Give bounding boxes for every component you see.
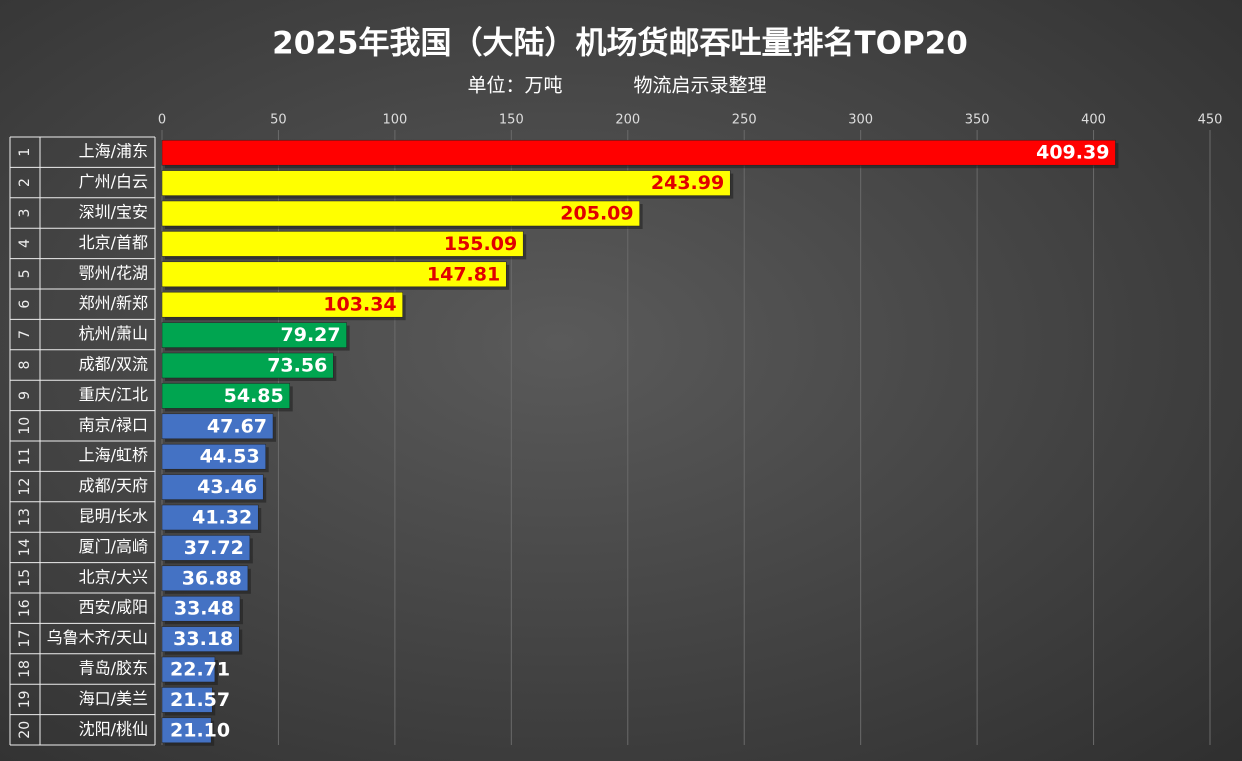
rank-label: 16: [17, 599, 33, 617]
x-tick-label: 250: [732, 113, 757, 128]
value-label: 21.57: [170, 689, 230, 711]
bar: [161, 231, 524, 257]
bar: [161, 504, 259, 531]
value-label: 36.88: [182, 567, 242, 589]
value-label: 205.09: [560, 203, 633, 225]
rank-label: 2: [17, 178, 33, 187]
value-label: 21.10: [170, 719, 230, 741]
x-tick-label: 300: [848, 113, 873, 128]
bar: [161, 261, 507, 288]
bar: [161, 139, 1116, 166]
subtitle: 单位：万吨: [467, 75, 562, 97]
rank-label: 12: [17, 478, 33, 496]
bar: [161, 291, 403, 318]
value-label: 54.85: [224, 385, 284, 407]
bar: [161, 413, 274, 440]
value-label: 37.72: [184, 537, 244, 559]
category-label: 南京/禄口: [79, 415, 148, 434]
value-label: 22.71: [170, 659, 230, 681]
rank-label: 3: [17, 209, 33, 218]
value-label: 79.27: [281, 324, 341, 346]
bar: [161, 687, 213, 713]
category-label: 郑州/新郑: [79, 294, 148, 313]
rank-label: 14: [17, 538, 33, 556]
value-label: 33.18: [173, 628, 233, 650]
value-label: 103.34: [323, 294, 396, 316]
rank-label: 17: [17, 630, 33, 648]
rank-label: 20: [17, 721, 33, 739]
rank-label: 8: [17, 361, 33, 370]
value-label: 47.67: [207, 415, 267, 437]
chart-title: 2025年我国（大陆）机场货邮吞吐量排名TOP20: [272, 26, 968, 62]
value-label: 155.09: [444, 233, 517, 255]
bar: [161, 626, 240, 652]
category-label: 成都/天府: [79, 476, 148, 495]
rank-label: 19: [17, 690, 33, 708]
rank-label: 18: [17, 660, 33, 678]
x-tick-label: 150: [499, 113, 524, 128]
bar: [161, 170, 731, 196]
category-label: 成都/双流: [79, 355, 148, 374]
bar: [161, 383, 290, 409]
value-label: 33.48: [174, 598, 234, 620]
bar: [161, 322, 347, 348]
value-label: 43.46: [197, 476, 257, 498]
value-label: 243.99: [651, 172, 724, 194]
category-label: 上海/虹桥: [79, 446, 148, 465]
category-label: 西安/咸阳: [79, 598, 148, 617]
rank-label: 9: [17, 391, 33, 400]
category-label: 北京/大兴: [79, 567, 148, 586]
category-label: 鄂州/花湖: [79, 263, 148, 282]
bar: [161, 535, 251, 561]
rank-label: 11: [17, 447, 33, 465]
rank-label: 4: [17, 239, 33, 248]
bar: [161, 656, 216, 683]
bar: [161, 352, 334, 379]
value-label: 44.53: [200, 446, 260, 468]
bar: [161, 717, 212, 744]
category-label: 青岛/胶东: [79, 659, 148, 678]
bar: [161, 595, 241, 622]
category-label: 昆明/长水: [79, 507, 148, 526]
source: 物流启示录整理: [633, 75, 766, 97]
category-label: 杭州/萧山: [79, 324, 148, 343]
bar: [161, 200, 640, 227]
category-label: 深圳/宝安: [79, 203, 148, 222]
x-tick-label: 350: [965, 113, 990, 128]
rank-label: 10: [17, 417, 33, 435]
bar: [161, 443, 266, 470]
rank-label: 5: [17, 269, 33, 278]
x-tick-label: 400: [1081, 113, 1106, 128]
value-label: 409.39: [1036, 142, 1109, 164]
rank-label: 7: [17, 330, 33, 339]
category-label: 上海/浦东: [79, 142, 148, 161]
x-tick-label: 450: [1198, 113, 1223, 128]
category-label: 广州/白云: [79, 172, 148, 191]
value-label: 147.81: [427, 263, 500, 285]
category-label: 北京/首都: [79, 233, 148, 252]
category-label: 乌鲁木齐/天山: [47, 628, 148, 647]
x-tick-label: 200: [615, 113, 640, 128]
rank-label: 6: [17, 300, 33, 309]
x-tick-label: 0: [158, 113, 166, 128]
category-label: 厦门/高崎: [79, 537, 148, 556]
rank-label: 13: [17, 508, 33, 526]
bar: [161, 565, 249, 592]
x-tick-label: 100: [382, 113, 407, 128]
rank-label: 1: [17, 148, 33, 157]
bar: [161, 474, 264, 500]
x-tick-label: 50: [270, 113, 287, 128]
value-label: 73.56: [267, 355, 327, 377]
category-label: 重庆/江北: [79, 385, 148, 404]
rank-label: 15: [17, 569, 33, 587]
category-label: 沈阳/桃仙: [79, 719, 148, 738]
category-label: 海口/美兰: [79, 689, 148, 708]
value-label: 41.32: [192, 507, 252, 529]
